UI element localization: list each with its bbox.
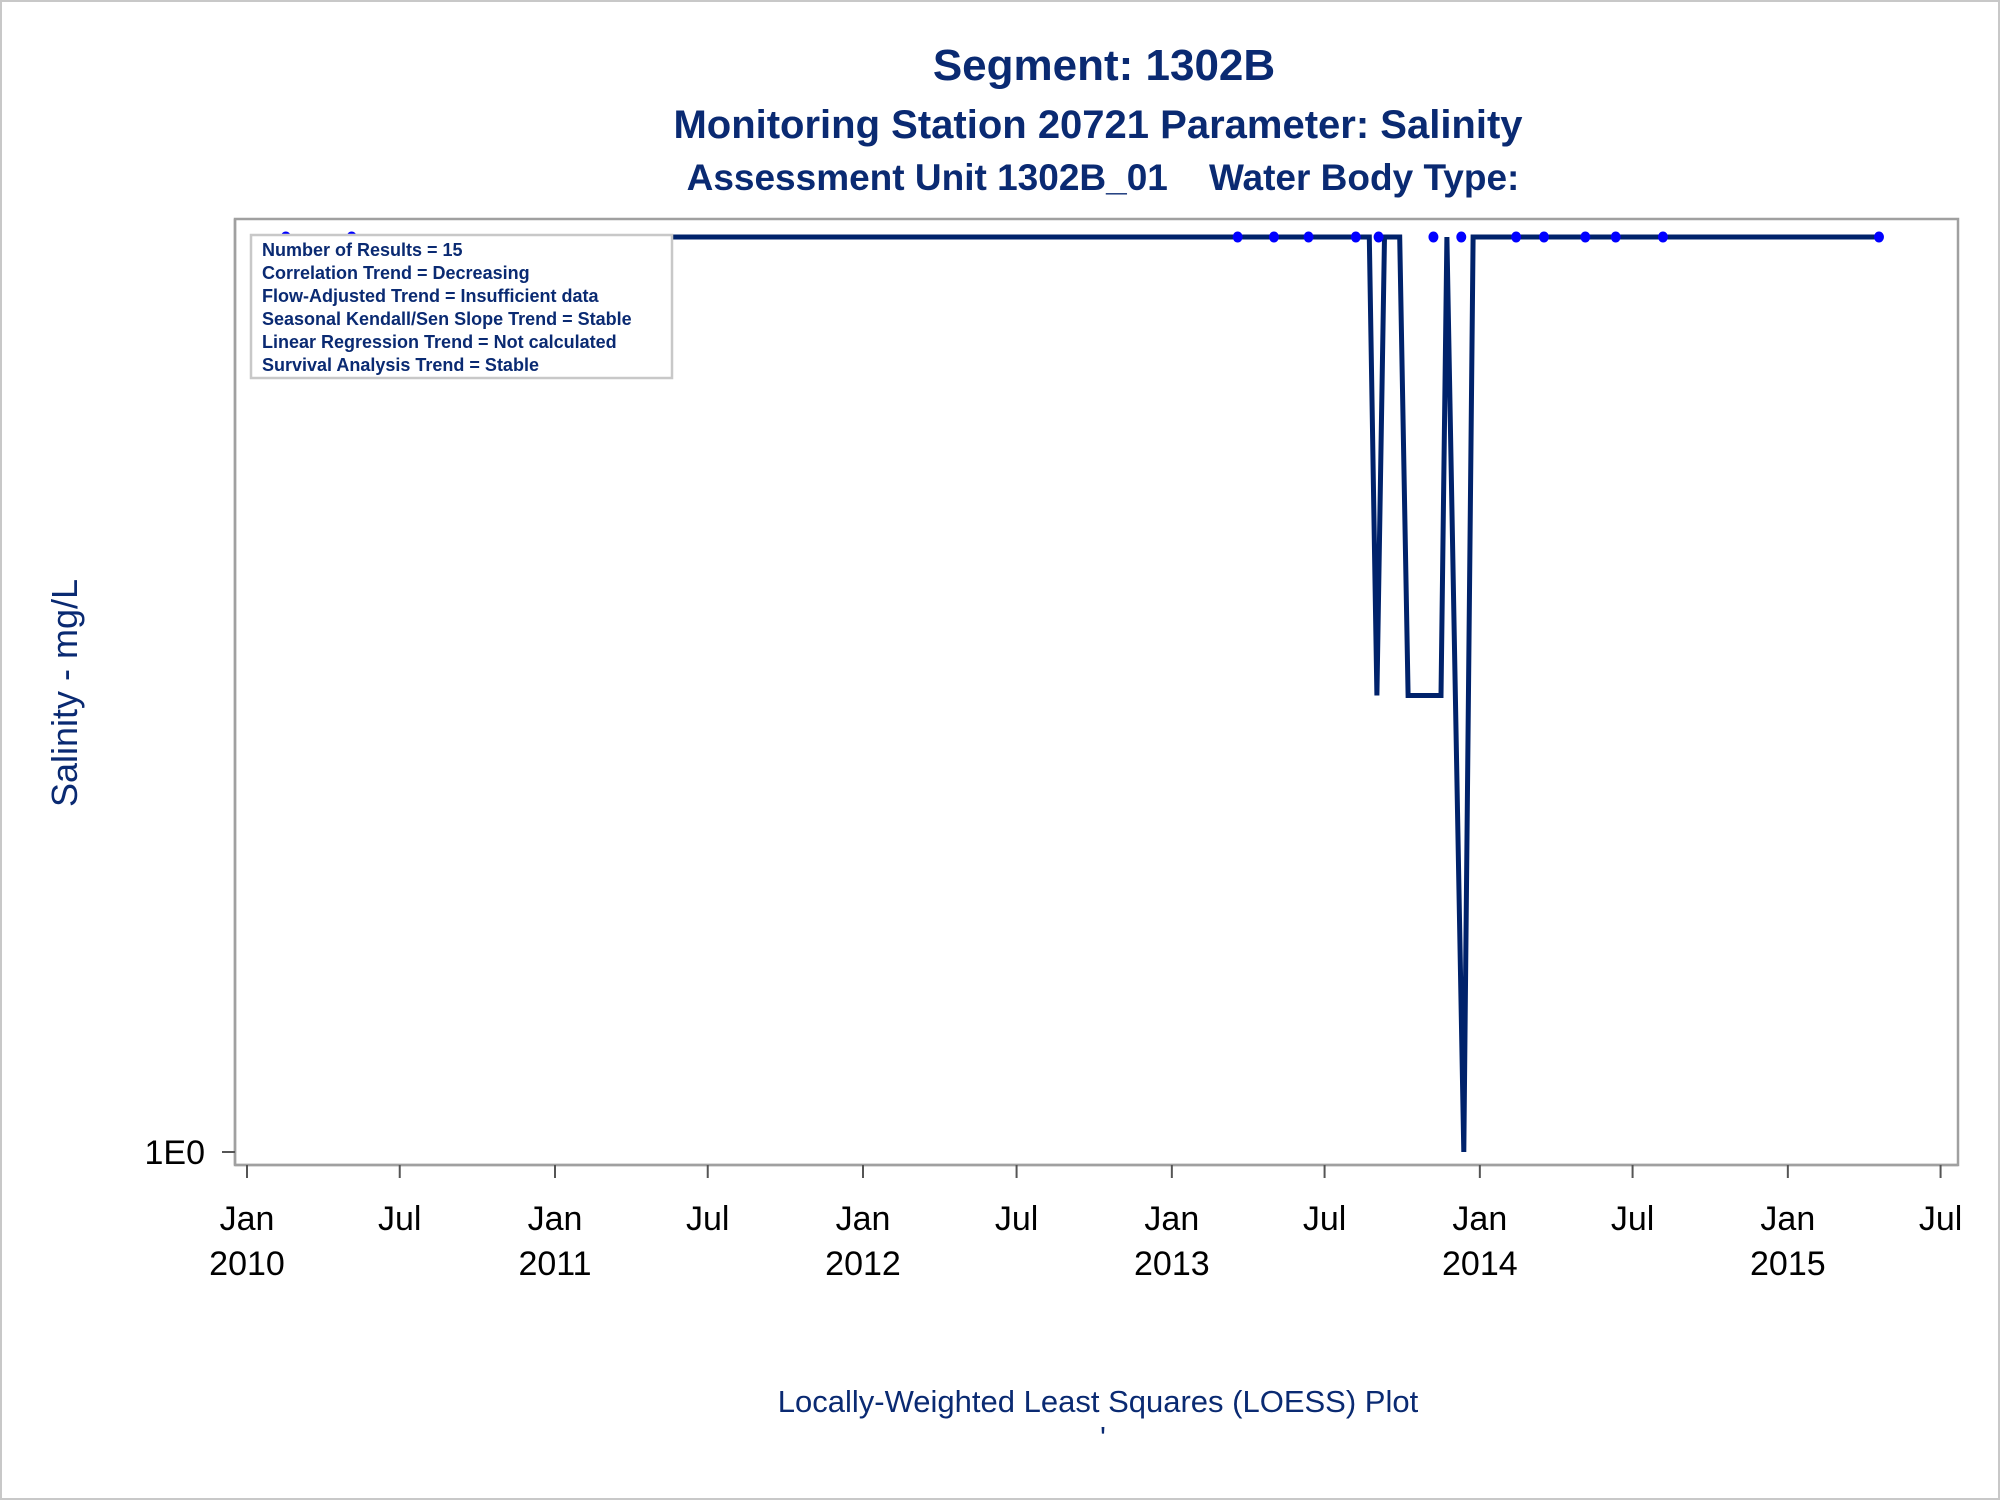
observation-point bbox=[1428, 231, 1439, 243]
x-axis: Jan 2010 Jul Jan 2011 Jul Jan 2012 Jul Jan 2013 Jul… bbox=[209, 1163, 1962, 1283]
x-tick-year: 2013 bbox=[1134, 1245, 1210, 1283]
x-tick-label: Jan bbox=[836, 1200, 891, 1238]
legend-entry: Number of Results = 15 bbox=[262, 240, 463, 260]
footnote: Locally-Weighted Least Squares (LOESS) P… bbox=[778, 1384, 1419, 1419]
x-tick-year: 2014 bbox=[1442, 1245, 1518, 1283]
observation-point bbox=[1511, 231, 1522, 243]
x-tick-label: Jan bbox=[1452, 1200, 1507, 1238]
loess-line bbox=[285, 234, 1879, 1153]
observation-point bbox=[1373, 231, 1384, 243]
chart-subtitle-2: Assessment Unit 1302B_01 Water Body Type… bbox=[687, 157, 1520, 198]
stats-legend: Number of Results = 15 Correlation Trend … bbox=[249, 233, 674, 380]
chart-subtitle: Monitoring Station 20721 Parameter: Sali… bbox=[673, 103, 1523, 147]
x-tick-label: Jul bbox=[1919, 1200, 1962, 1238]
observation-point bbox=[1657, 231, 1668, 243]
x-tick-label: Jul bbox=[686, 1200, 729, 1238]
x-tick-label: Jan bbox=[528, 1200, 583, 1238]
observation-point bbox=[1580, 231, 1591, 243]
x-tick-label: Jan bbox=[1760, 1200, 1815, 1238]
legend-entry: Flow-Adjusted Trend = Insufficient data bbox=[262, 286, 600, 306]
footnote-mark: ' bbox=[1100, 1420, 1106, 1455]
legend-box bbox=[249, 233, 674, 380]
x-tick-year: 2012 bbox=[825, 1245, 901, 1283]
observation-point bbox=[1456, 231, 1467, 243]
legend-entry: Linear Regression Trend = Not calculated bbox=[262, 332, 617, 352]
legend-entry: Seasonal Kendall/Sen Slope Trend = Stabl… bbox=[262, 309, 632, 329]
observation-point bbox=[1268, 231, 1279, 243]
y-tick-label: 1E0 bbox=[145, 1134, 206, 1172]
x-tick-label: Jul bbox=[995, 1200, 1038, 1238]
observation-point bbox=[1303, 231, 1314, 243]
observation-point bbox=[1350, 231, 1361, 243]
x-tick-label: Jan bbox=[220, 1200, 275, 1238]
x-tick-year: 2010 bbox=[209, 1245, 285, 1283]
x-tick-label: Jul bbox=[378, 1200, 421, 1238]
x-tick-year: 2015 bbox=[1750, 1245, 1826, 1283]
chart-title: Segment: 1302B bbox=[933, 41, 1275, 90]
observation-point bbox=[1610, 231, 1621, 243]
observation-point bbox=[1538, 231, 1549, 243]
legend-entry: Survival Analysis Trend = Stable bbox=[262, 355, 539, 375]
x-tick-year: 2011 bbox=[518, 1245, 591, 1283]
observation-point bbox=[1873, 231, 1884, 243]
x-tick-label: Jan bbox=[1144, 1200, 1199, 1238]
x-tick-label: Jul bbox=[1611, 1200, 1654, 1238]
y-axis-label: Salinity - mg/L bbox=[44, 579, 85, 807]
x-tick-label: Jul bbox=[1303, 1200, 1346, 1238]
observation-point bbox=[1232, 231, 1243, 243]
legend-entry: Correlation Trend = Decreasing bbox=[262, 263, 530, 283]
y-axis: 1E0 bbox=[145, 219, 237, 1172]
